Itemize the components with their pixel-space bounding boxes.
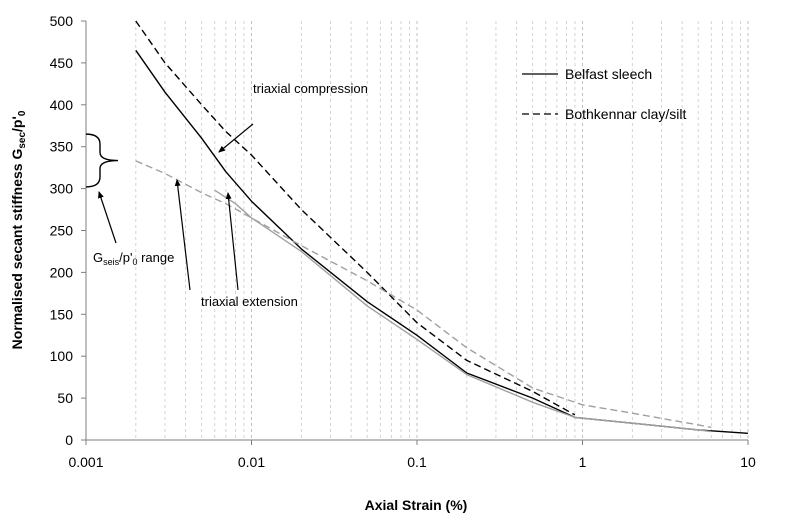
x-tick-label: 0.001 — [68, 454, 103, 470]
y-tick-label: 500 — [50, 13, 74, 29]
arrow-extension-2 — [225, 192, 239, 291]
y-tick-label: 0 — [65, 432, 73, 448]
x-tick-label: 0.1 — [407, 454, 427, 470]
annotations: triaxial compression triaxial extension … — [85, 81, 368, 309]
series-line-bothkennar-clay-silt-triaxial-extension — [135, 160, 712, 429]
x-tick-label: 1 — [579, 454, 587, 470]
series-line-bothkennar-clay-silt-triaxial-compression — [135, 20, 576, 416]
y-tick-label: 200 — [50, 264, 74, 280]
y-axis-title: Normalised secant stiffness Gsec/p'0 — [9, 110, 28, 349]
y-tick-label: 50 — [57, 390, 73, 406]
axes — [81, 20, 749, 445]
legend-label-bothkennar: Bothkennar clay/silt — [565, 106, 687, 122]
y-tick-label: 300 — [50, 181, 74, 197]
arrow-extension-1 — [174, 179, 191, 291]
grid-lines — [85, 21, 749, 440]
arrow-compression — [218, 123, 254, 153]
legend: Belfast sleech Bothkennar clay/silt — [522, 66, 687, 122]
y-tick-label: 400 — [50, 97, 74, 113]
x-tick-label: 0.01 — [238, 454, 265, 470]
tick-labels: 0 50 100 150 200 250 300 350 400 450 500 0.001 0.01 0… — [50, 13, 756, 470]
annotation-compression: triaxial compression — [253, 81, 368, 96]
y-tick-label: 350 — [50, 139, 74, 155]
range-brace — [85, 133, 119, 188]
y-tick-label: 100 — [50, 348, 74, 364]
y-tick-label: 150 — [50, 306, 74, 322]
annotation-extension: triaxial extension — [201, 294, 298, 309]
legend-label-belfast: Belfast sleech — [565, 66, 652, 82]
annotation-range: Gseis/p'0 range — [93, 250, 174, 267]
y-tick-label: 250 — [50, 223, 74, 239]
x-tick-label: 10 — [740, 454, 756, 470]
y-tick-label: 450 — [50, 55, 74, 71]
series-line-belfast-sleech-triaxial-extension — [214, 189, 712, 433]
x-axis-title: Axial Strain (%) — [365, 497, 468, 513]
arrow-range — [98, 191, 117, 244]
series-lines — [135, 20, 749, 434]
